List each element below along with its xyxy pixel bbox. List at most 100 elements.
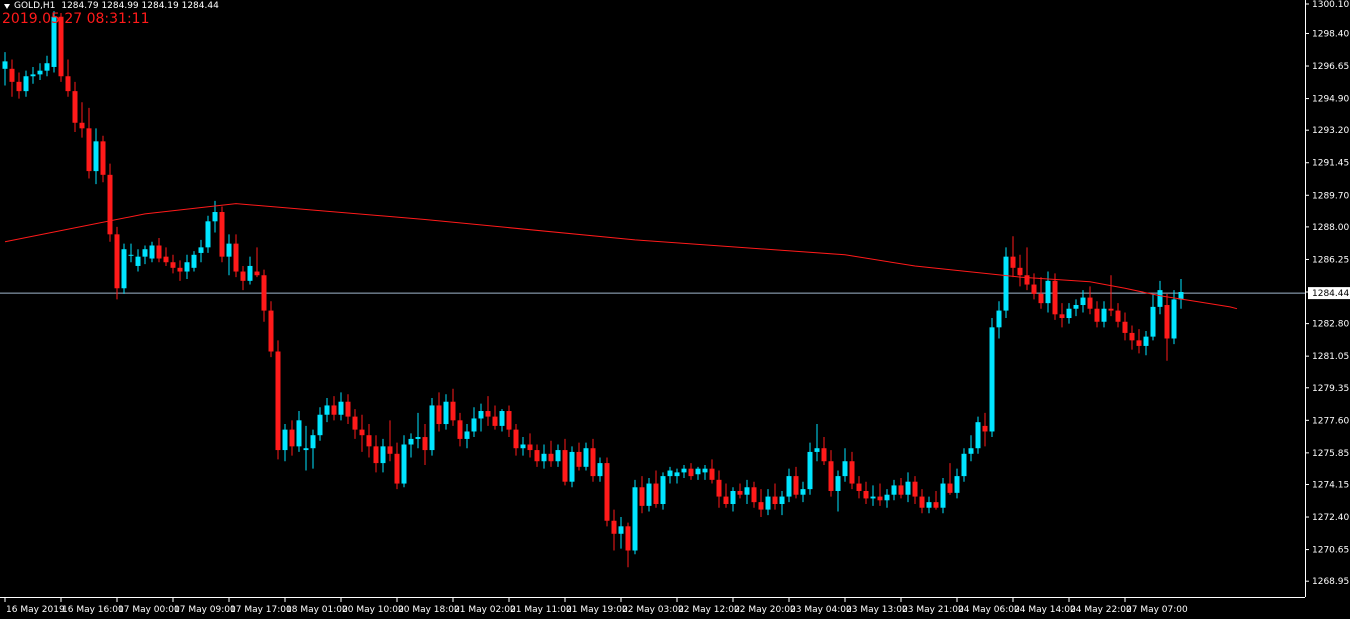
candle-body: [898, 485, 904, 495]
candle-body: [142, 249, 148, 257]
candle-body: [268, 310, 274, 352]
candle-body: [184, 262, 190, 272]
candle-body: [394, 453, 400, 484]
y-tick-label: 1286.25: [1312, 255, 1349, 265]
candle: [240, 265, 246, 291]
candle-body: [121, 249, 127, 289]
ohlc-readout: 1284.79 1284.99 1284.19 1284.44: [61, 1, 219, 11]
candle: [1178, 278, 1184, 309]
candle: [569, 446, 575, 488]
candle-body: [723, 496, 729, 505]
candle-body: [443, 401, 449, 425]
candle: [576, 442, 582, 471]
candle-body: [604, 463, 610, 521]
candle: [1045, 271, 1051, 313]
candle: [338, 392, 344, 421]
candle: [940, 477, 946, 514]
candle-body: [128, 254, 134, 256]
candle-body: [219, 212, 225, 257]
candle-body: [555, 450, 561, 462]
candle: [149, 241, 155, 263]
candle-body: [674, 472, 680, 477]
candles-group: [2, 11, 1184, 568]
candle-body: [954, 476, 960, 493]
candle-body: [1101, 308, 1107, 322]
candle-body: [198, 247, 204, 253]
candle-body: [947, 483, 953, 493]
candle-body: [16, 81, 22, 92]
candle-body: [660, 476, 666, 505]
candle-body: [765, 496, 771, 510]
candle: [170, 254, 176, 274]
x-tick-label: 17 May 17:00: [230, 605, 292, 615]
candle: [1031, 273, 1037, 300]
candle: [450, 388, 456, 426]
candle: [534, 444, 540, 467]
candle-body: [1073, 305, 1079, 309]
candle-body: [779, 496, 785, 505]
candle-body: [1017, 267, 1023, 276]
candle-body: [1052, 280, 1058, 315]
candle: [1003, 247, 1009, 319]
x-tick-label: 22 May 12:00: [678, 605, 740, 615]
y-tick-label: 1288.00: [1312, 223, 1349, 233]
candle: [261, 269, 267, 322]
candle: [1073, 299, 1079, 317]
timestamp-label: 2019.05.27 08:31:11: [2, 11, 150, 27]
candle-body: [485, 411, 491, 417]
y-tick-label: 1281.05: [1312, 352, 1349, 362]
candle: [681, 464, 687, 478]
candle-body: [23, 76, 29, 92]
candle: [632, 479, 638, 555]
candle-body: [793, 476, 799, 495]
candle: [352, 409, 358, 439]
candle-body: [989, 327, 995, 432]
candle-body: [800, 489, 806, 495]
candle-body: [1066, 308, 1072, 319]
candle: [618, 517, 624, 549]
candle-body: [275, 351, 281, 451]
candle-body: [506, 411, 512, 430]
candle: [835, 470, 841, 512]
candle: [163, 247, 169, 266]
candle-body: [968, 448, 974, 454]
candle-body: [156, 245, 162, 259]
candle: [310, 429, 316, 469]
candle-body: [149, 245, 155, 259]
candle: [821, 437, 827, 465]
candle: [233, 234, 239, 278]
candle: [23, 70, 29, 97]
candle-body: [961, 453, 967, 477]
candle: [968, 435, 974, 462]
candle: [394, 442, 400, 490]
candle: [751, 481, 757, 508]
x-tick-label: 22 May 20:00: [734, 605, 796, 615]
candle-body: [835, 476, 841, 491]
candle: [58, 13, 64, 82]
candle: [114, 226, 120, 300]
candle: [1122, 312, 1128, 341]
candle: [674, 468, 680, 484]
candle-body: [625, 526, 631, 551]
candle: [464, 424, 470, 449]
candle-body: [695, 468, 701, 475]
candle: [317, 407, 323, 441]
candle-body: [1038, 293, 1044, 304]
candle: [359, 414, 365, 452]
candle: [485, 396, 491, 426]
candle-body: [996, 310, 1002, 328]
candle: [366, 424, 372, 458]
x-tick-label: 21 May 11:00: [510, 605, 572, 615]
candle: [303, 425, 309, 471]
x-tick-label: 23 May 04:00: [790, 605, 852, 615]
candle: [1164, 293, 1170, 361]
candle-body: [667, 470, 673, 477]
candle: [373, 435, 379, 473]
candle-body: [863, 490, 869, 499]
dropdown-triangle-icon[interactable]: [4, 3, 10, 9]
candle-body: [870, 496, 876, 499]
candle-body: [366, 435, 372, 447]
candle-body: [1178, 291, 1184, 300]
